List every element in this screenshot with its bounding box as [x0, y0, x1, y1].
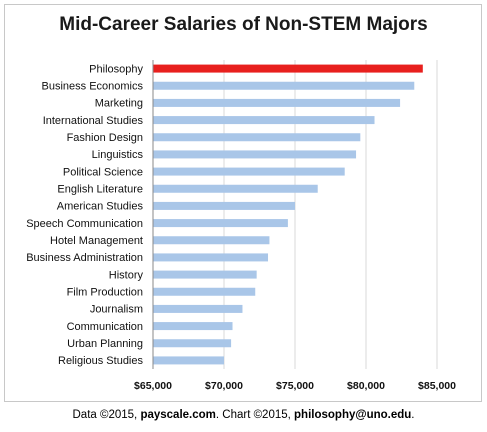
- category-label-2: Marketing: [95, 98, 143, 110]
- category-label-0: Philosophy: [89, 63, 143, 75]
- bar-10: [153, 236, 270, 245]
- credit-suffix: .: [411, 409, 415, 421]
- credit-data-source: payscale.com: [140, 409, 216, 421]
- x-tick-label-0: $65,000: [134, 380, 172, 392]
- x-tick-label-2: $75,000: [276, 380, 314, 392]
- bar-4: [153, 133, 361, 142]
- bar-7: [153, 184, 318, 193]
- bar-17: [153, 356, 224, 365]
- category-label-12: History: [109, 269, 144, 281]
- bar-6: [153, 167, 345, 176]
- bar-5: [153, 150, 357, 159]
- category-label-8: American Studies: [57, 201, 144, 213]
- credit-chart-source: philosophy@uno.edu: [294, 409, 412, 421]
- x-tick-label-4: $85,000: [418, 380, 456, 392]
- credit-prefix: Data ©2015,: [72, 409, 141, 421]
- chart-title: Mid-Career Salaries of Non-STEM Majors: [59, 14, 428, 35]
- bar-0: [153, 64, 423, 73]
- bar-3: [153, 116, 375, 125]
- x-tick-label-3: $80,000: [347, 380, 385, 392]
- category-label-3: International Studies: [43, 115, 144, 127]
- category-label-17: Religious Studies: [58, 355, 143, 367]
- bar-9: [153, 219, 288, 228]
- category-label-9: Speech Communication: [26, 218, 143, 230]
- category-label-16: Urban Planning: [67, 338, 143, 350]
- bar-chart: Philosophy Business Economics Marketing Int…: [26, 60, 456, 392]
- bar-12: [153, 270, 257, 279]
- category-label-5: Linguistics: [92, 149, 144, 161]
- bar-16: [153, 339, 232, 348]
- category-label-11: Business Administration: [26, 252, 143, 264]
- category-label-6: Political Science: [63, 166, 143, 178]
- category-label-7: English Literature: [57, 184, 143, 196]
- category-label-13: Film Production: [67, 287, 143, 299]
- bar-1: [153, 81, 415, 90]
- category-label-4: Fashion Design: [67, 132, 143, 144]
- category-label-14: Journalism: [90, 304, 143, 316]
- bar-13: [153, 287, 256, 296]
- credit-middle: . Chart ©2015,: [215, 409, 295, 421]
- category-label-1: Business Economics: [42, 81, 144, 93]
- category-label-15: Communication: [67, 321, 143, 333]
- bar-8: [153, 201, 295, 210]
- bar-15: [153, 322, 233, 331]
- category-label-10: Hotel Management: [50, 235, 143, 247]
- x-tick-label-1: $70,000: [205, 380, 243, 392]
- bar-2: [153, 98, 401, 107]
- bar-14: [153, 304, 243, 313]
- bar-11: [153, 253, 269, 262]
- credit-line: Data ©2015, payscale.com. Chart ©2015, p…: [0, 409, 487, 421]
